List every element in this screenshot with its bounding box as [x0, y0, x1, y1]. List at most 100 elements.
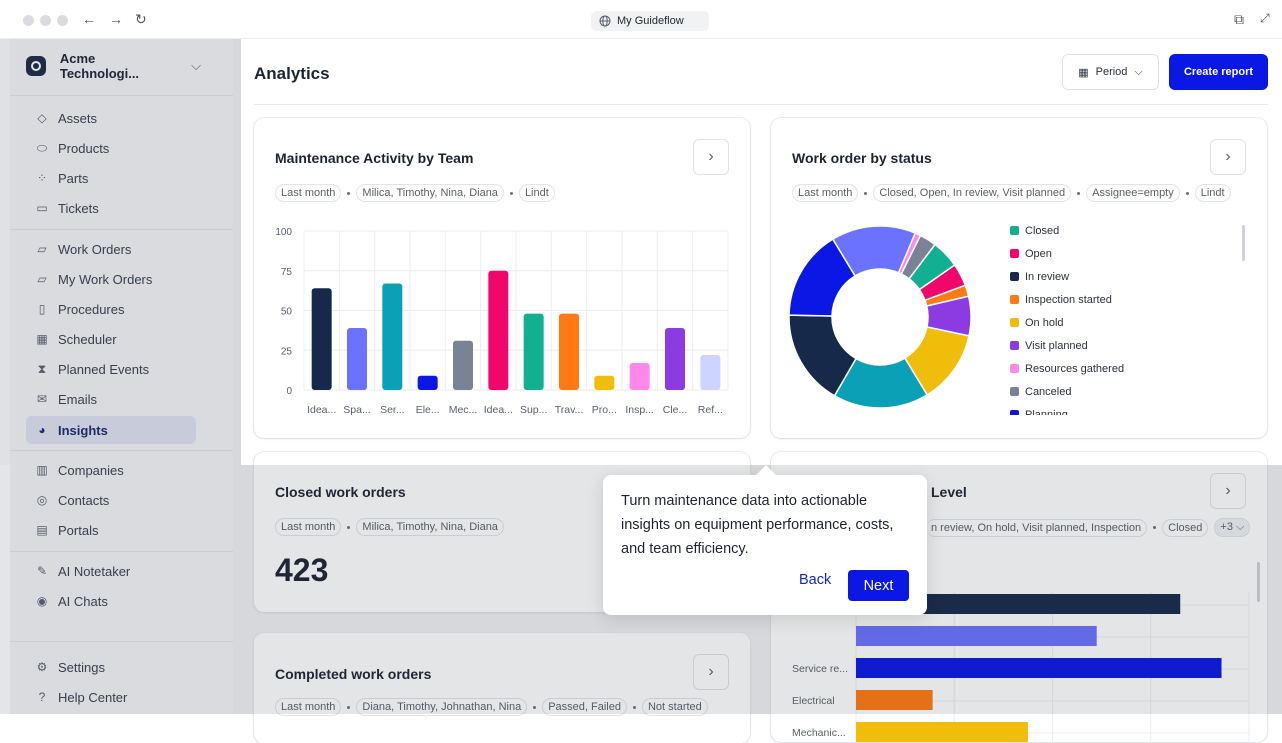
legend-label: Open: [1025, 247, 1052, 260]
legend-item[interactable]: Visit planned: [1010, 334, 1220, 357]
sidebar-item-products[interactable]: ⬭ Products: [26, 134, 196, 162]
legend-label: Planning: [1025, 408, 1068, 416]
sidebar-item-planned-events[interactable]: ⧗ Planned Events: [26, 355, 196, 383]
sidebar-item-ai-chats[interactable]: ◉ AI Chats: [26, 587, 196, 615]
period-dropdown[interactable]: ▦ Period ⌵: [1062, 54, 1159, 90]
filter-chip[interactable]: Milica, Timothy, Nina, Diana: [356, 184, 504, 202]
legend-scrollbar[interactable]: [1242, 225, 1245, 261]
filter-chip[interactable]: n review, On hold, Visit planned, Inspec…: [926, 518, 1148, 537]
legend-label: Closed: [1025, 224, 1060, 237]
sidebar: Acme Technologi... ⌵ ◇ Assets ⬭ Products ⁘…: [10, 39, 233, 714]
card-title-fragment: Level: [931, 484, 967, 500]
y-tick-label: 100: [275, 227, 292, 238]
bar[interactable]: [347, 327, 367, 390]
period-label: Period: [1095, 66, 1128, 78]
chart-scrollbar[interactable]: [1257, 562, 1260, 602]
x-tick-label: Idea...: [484, 404, 513, 416]
hbar[interactable]: [856, 722, 1028, 742]
sidebar-item-portals[interactable]: ▤ Portals: [26, 516, 196, 544]
sidebar-item-parts[interactable]: ⁘ Parts: [26, 164, 196, 192]
ai-chat-icon: ◉: [36, 594, 48, 608]
bar[interactable]: [700, 355, 721, 390]
filter-chip[interactable]: Closed, Open, In review, Visit planned: [873, 184, 1072, 202]
link-icon[interactable]: ⧉: [1234, 11, 1244, 27]
chevron-right-icon[interactable]: ›: [693, 654, 729, 690]
filter-chip[interactable]: Last month: [275, 184, 342, 202]
legend-label: Resources gathered: [1025, 362, 1125, 375]
filter-chip[interactable]: Lindt: [518, 184, 555, 202]
page-title: Analytics: [254, 64, 330, 83]
hbar[interactable]: [856, 658, 1222, 678]
next-button[interactable]: Next: [848, 570, 909, 601]
bar[interactable]: [453, 340, 473, 390]
sidebar-item-help-center[interactable]: ? Help Center: [26, 683, 196, 711]
bar[interactable]: [665, 327, 685, 390]
bar[interactable]: [382, 283, 403, 390]
forward-arrow-icon[interactable]: →: [109, 11, 123, 27]
bar[interactable]: [629, 362, 650, 390]
filter-chip[interactable]: Closed: [1162, 518, 1209, 537]
bar[interactable]: [594, 375, 615, 390]
expand-icon[interactable]: ⤢: [1260, 11, 1270, 25]
sidebar-item-companies[interactable]: ▥ Companies: [26, 456, 196, 484]
window-close-dot[interactable]: [23, 15, 34, 26]
chevron-right-icon[interactable]: ›: [1210, 139, 1246, 175]
org-switcher[interactable]: Acme Technologi... ⌵: [26, 51, 201, 81]
legend-item[interactable]: Open: [1010, 242, 1220, 265]
sidebar-item-contacts[interactable]: ◎ Contacts: [26, 486, 196, 514]
create-report-button[interactable]: Create report: [1169, 54, 1268, 90]
sidebar-item-scheduler[interactable]: ▦ Scheduler: [26, 325, 196, 353]
bar[interactable]: [311, 288, 332, 390]
y-tick-label: 25: [281, 346, 293, 357]
sidebar-item-tickets[interactable]: ▭ Tickets: [26, 194, 196, 222]
legend-item[interactable]: Planning: [1010, 403, 1220, 415]
reload-icon[interactable]: ↻: [135, 11, 147, 27]
building-icon: ▥: [36, 463, 48, 477]
legend-item[interactable]: On hold: [1010, 311, 1220, 334]
sidebar-item-work-orders[interactable]: ▱ Work Orders: [26, 235, 196, 263]
chevron-right-icon[interactable]: ›: [1210, 473, 1246, 509]
back-arrow-icon[interactable]: ←: [82, 11, 96, 27]
folder-icon: ▱: [37, 242, 47, 256]
sidebar-item-insights[interactable]: ◕ Insights: [26, 416, 196, 444]
hbar[interactable]: [856, 690, 933, 710]
window-zoom-dot[interactable]: [57, 15, 68, 26]
filter-chip[interactable]: Assignee=empty: [1086, 184, 1180, 202]
filter-chip[interactable]: Diana, Timothy, Johnathan, Nina: [356, 698, 528, 716]
more-filters-chip[interactable]: +3 ⌵: [1214, 518, 1251, 537]
filter-chip[interactable]: Passed, Failed: [542, 698, 627, 716]
sidebar-item-emails[interactable]: ✉ Emails: [26, 385, 196, 413]
filter-chip[interactable]: Last month: [792, 184, 859, 202]
legend-label: Canceled: [1025, 385, 1072, 398]
filter-chip[interactable]: Milica, Timothy, Nina, Diana: [356, 518, 504, 536]
sidebar-item-procedures[interactable]: ▯ Procedures: [26, 295, 196, 323]
donut-slice[interactable]: [900, 234, 937, 280]
bar[interactable]: [523, 313, 544, 390]
back-button[interactable]: Back: [799, 572, 832, 588]
hbar[interactable]: [856, 626, 1097, 646]
sidebar-item-ai-notetaker[interactable]: ✎ AI Notetaker: [26, 557, 196, 585]
bar[interactable]: [417, 375, 438, 390]
assets-icon: ◇: [37, 111, 47, 125]
address-bar[interactable]: My Guideflow: [591, 11, 709, 31]
bar[interactable]: [488, 270, 509, 390]
legend-item[interactable]: Canceled: [1010, 380, 1220, 403]
tag-icon: ⬭: [36, 140, 48, 155]
x-tick-label: Spa...: [343, 404, 370, 416]
sidebar-item-my-work-orders[interactable]: ▱ My Work Orders: [26, 265, 196, 293]
window-minimize-dot[interactable]: [40, 15, 51, 26]
legend-item[interactable]: In review: [1010, 265, 1220, 288]
sidebar-item-settings[interactable]: ⚙ Settings: [26, 653, 196, 681]
sidebar-item-assets[interactable]: ◇ Assets: [26, 104, 196, 132]
legend-swatch: [1010, 272, 1019, 281]
filter-chip[interactable]: Lindt: [1194, 184, 1231, 202]
legend-item[interactable]: Resources gathered: [1010, 357, 1220, 380]
bar[interactable]: [559, 313, 579, 390]
legend-item[interactable]: Closed: [1010, 219, 1220, 242]
filter-chip[interactable]: Last month: [275, 518, 342, 536]
legend-swatch: [1010, 364, 1019, 373]
mail-icon: ✉: [36, 392, 48, 406]
chevron-right-icon[interactable]: ›: [693, 139, 729, 175]
legend-item[interactable]: Inspection started: [1010, 288, 1220, 311]
hbar[interactable]: [856, 594, 1181, 614]
